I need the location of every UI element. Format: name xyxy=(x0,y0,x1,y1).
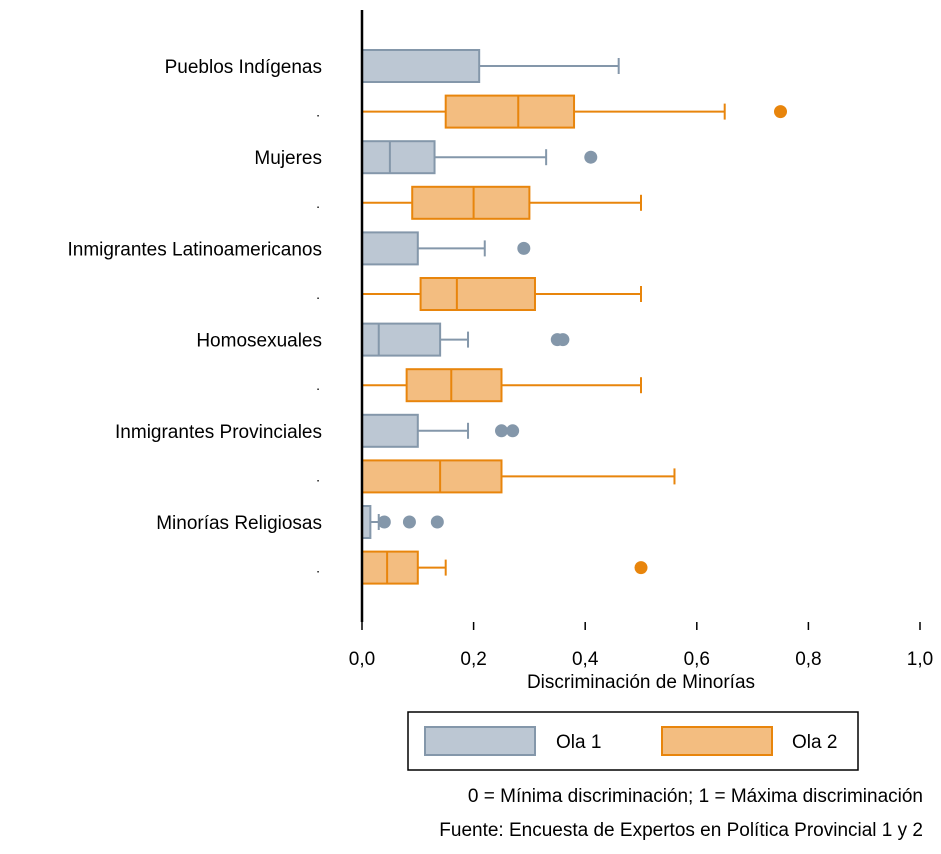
row-placeholder-label: . xyxy=(316,104,320,120)
box-minorias-religiosas-ola-1: Minorías Religiosas xyxy=(156,505,444,539)
legend-label-ola-2: Ola 2 xyxy=(792,732,837,753)
x-tick-label: 0,0 xyxy=(349,649,375,670)
outlier-point xyxy=(517,241,531,255)
row-placeholder-label: . xyxy=(316,560,320,576)
outlier-point xyxy=(584,150,598,164)
box-inmigrantes-provinciales-ola-2: . xyxy=(316,459,676,494)
boxplot-chart: Pueblos Indígenas. Mujeres. Inmigrantes La… xyxy=(67,10,933,771)
x-tick-label: 1,0 xyxy=(907,649,933,670)
outlier-point xyxy=(634,561,648,575)
outlier-point xyxy=(430,515,444,529)
box-homosexuales-ola-2: . xyxy=(316,368,642,403)
outlier-point xyxy=(774,105,787,119)
box-iqr xyxy=(361,49,481,83)
box-mujeres-ola-1: Mujeres xyxy=(254,140,598,175)
legend: Ola 1 Ola 2 xyxy=(407,711,859,771)
box-homosexuales-ola-1: Homosexuales xyxy=(196,322,570,357)
row-placeholder-label: . xyxy=(316,377,320,393)
box-iqr xyxy=(361,505,372,539)
box-iqr xyxy=(361,322,442,357)
category-label: Inmigrantes Latinoamericanos xyxy=(67,239,322,260)
source-note: Fuente: Encuesta de Expertos en Política… xyxy=(439,820,923,841)
scale-note: 0 = Mínima discriminación; 1 = Máxima di… xyxy=(467,786,923,807)
box-inmigrantes-latinoamericanos-ola-1: Inmigrantes Latinoamericanos xyxy=(67,231,531,266)
legend-swatch-ola-2 xyxy=(661,726,773,756)
box-iqr xyxy=(411,185,531,220)
category-label: Mujeres xyxy=(254,148,322,169)
x-axis: 0,0 0,2 0,4 0,6 0,8 1,0 xyxy=(349,622,933,670)
outlier-point xyxy=(377,515,391,529)
x-tick-label: 0,2 xyxy=(460,649,486,670)
x-tick-label: 0,4 xyxy=(572,649,599,670)
category-label: Inmigrantes Provinciales xyxy=(115,422,322,443)
x-tick-label: 0,6 xyxy=(684,649,710,670)
outlier-point xyxy=(506,424,520,438)
x-axis-title: Discriminación de Minorías xyxy=(527,672,755,693)
box-minorias-religiosas-ola-2: . xyxy=(316,550,648,585)
box-iqr xyxy=(361,413,419,448)
box-iqr xyxy=(361,459,503,494)
legend-swatch-ola-1 xyxy=(424,726,536,756)
box-iqr xyxy=(444,94,576,129)
category-label: Homosexuales xyxy=(196,331,322,352)
row-placeholder-label: . xyxy=(316,468,320,484)
category-label: Pueblos Indígenas xyxy=(165,57,322,78)
plot-area: Pueblos Indígenas. Mujeres. Inmigrantes La… xyxy=(67,10,787,622)
box-iqr xyxy=(405,368,503,403)
box-iqr xyxy=(361,550,419,585)
box-iqr xyxy=(361,231,419,266)
box-inmigrantes-latinoamericanos-ola-2: . xyxy=(316,277,642,311)
x-tick-label: 0,8 xyxy=(795,649,821,670)
legend-label-ola-1: Ola 1 xyxy=(556,732,601,753)
outlier-point xyxy=(495,424,508,438)
box-mujeres-ola-2: . xyxy=(316,185,642,220)
category-label: Minorías Religiosas xyxy=(156,513,322,534)
box-iqr xyxy=(361,140,436,175)
row-placeholder-label: . xyxy=(316,286,320,302)
box-iqr xyxy=(419,277,536,311)
box-pueblos-indigenas-ola-2: . xyxy=(316,94,787,129)
box-pueblos-indigenas-ola-1: Pueblos Indígenas xyxy=(165,49,620,83)
box-inmigrantes-provinciales-ola-1: Inmigrantes Provinciales xyxy=(115,413,520,448)
outlier-point xyxy=(402,515,416,529)
outlier-point xyxy=(556,333,570,347)
row-placeholder-label: . xyxy=(316,195,320,211)
